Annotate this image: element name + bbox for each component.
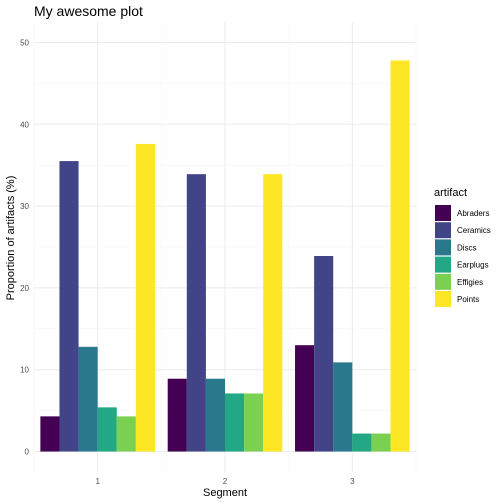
y-tick-label: 50	[20, 38, 29, 47]
legend-item-discs: Discs	[435, 239, 477, 256]
legend-label: Ceramics	[457, 226, 491, 235]
legend-label: Effigies	[457, 278, 483, 287]
y-tick-label: 20	[20, 284, 29, 293]
bar-discs-segment-1	[78, 346, 98, 452]
legend-items: Abraders Ceramics Discs Earplugs Effigies Poi…	[435, 205, 491, 307]
bar-abraders-segment-2	[167, 378, 187, 452]
y-tick-labels: 0 10 20 30 40 50	[20, 38, 29, 456]
legend-swatch	[435, 239, 451, 256]
legend-swatch	[435, 273, 451, 290]
y-tick-label: 0	[25, 448, 30, 457]
legend-swatch	[435, 205, 451, 221]
legend-item-effigies: Effigies	[435, 273, 483, 290]
chart-title: My awesome plot	[34, 3, 143, 19]
legend-label: Discs	[457, 243, 477, 252]
x-tick-labels: 1 2 3	[95, 477, 355, 486]
bar-abraders-segment-1	[40, 416, 60, 452]
bar-effigies-segment-1	[116, 416, 136, 452]
bar-discs-segment-2	[205, 378, 225, 452]
bar-earplugs-segment-2	[225, 393, 245, 452]
legend-label: Abraders	[457, 209, 489, 218]
x-tick-label: 2	[223, 477, 228, 486]
legend-item-earplugs: Earplugs	[435, 256, 489, 273]
x-tick-label: 1	[95, 477, 100, 486]
y-tick-label: 40	[20, 120, 29, 129]
legend-swatch	[435, 291, 451, 307]
legend-title: artifact	[434, 187, 467, 199]
bar-points-segment-2	[263, 174, 283, 452]
legend-item-abraders: Abraders	[435, 205, 489, 221]
legend-swatch	[435, 256, 451, 273]
bar-ceramics-segment-3	[314, 256, 334, 452]
bar-earplugs-segment-1	[97, 407, 117, 452]
bar-points-segment-1	[135, 143, 155, 452]
bar-discs-segment-3	[333, 362, 353, 452]
y-tick-label: 30	[20, 202, 29, 211]
legend-item-ceramics: Ceramics	[435, 222, 491, 239]
legend-swatch	[435, 222, 451, 239]
y-tick-label: 10	[20, 366, 29, 375]
bar-effigies-segment-2	[244, 393, 264, 452]
x-axis-title: Segment	[203, 487, 247, 499]
x-tick-label: 3	[350, 477, 355, 486]
bars-group	[40, 60, 410, 452]
legend-label: Points	[457, 295, 479, 304]
bar-abraders-segment-3	[295, 345, 315, 452]
bar-ceramics-segment-1	[59, 161, 79, 452]
bar-effigies-segment-3	[371, 433, 391, 452]
legend-item-points: Points	[435, 291, 479, 307]
bar-ceramics-segment-2	[186, 174, 206, 452]
bar-earplugs-segment-3	[352, 433, 372, 452]
legend-label: Earplugs	[457, 261, 489, 270]
bar-points-segment-3	[390, 60, 410, 452]
y-axis-title: Proportion of artifacts (%)	[5, 176, 17, 301]
legend: artifact Abraders Ceramics Discs Earplugs Ef…	[434, 187, 491, 307]
